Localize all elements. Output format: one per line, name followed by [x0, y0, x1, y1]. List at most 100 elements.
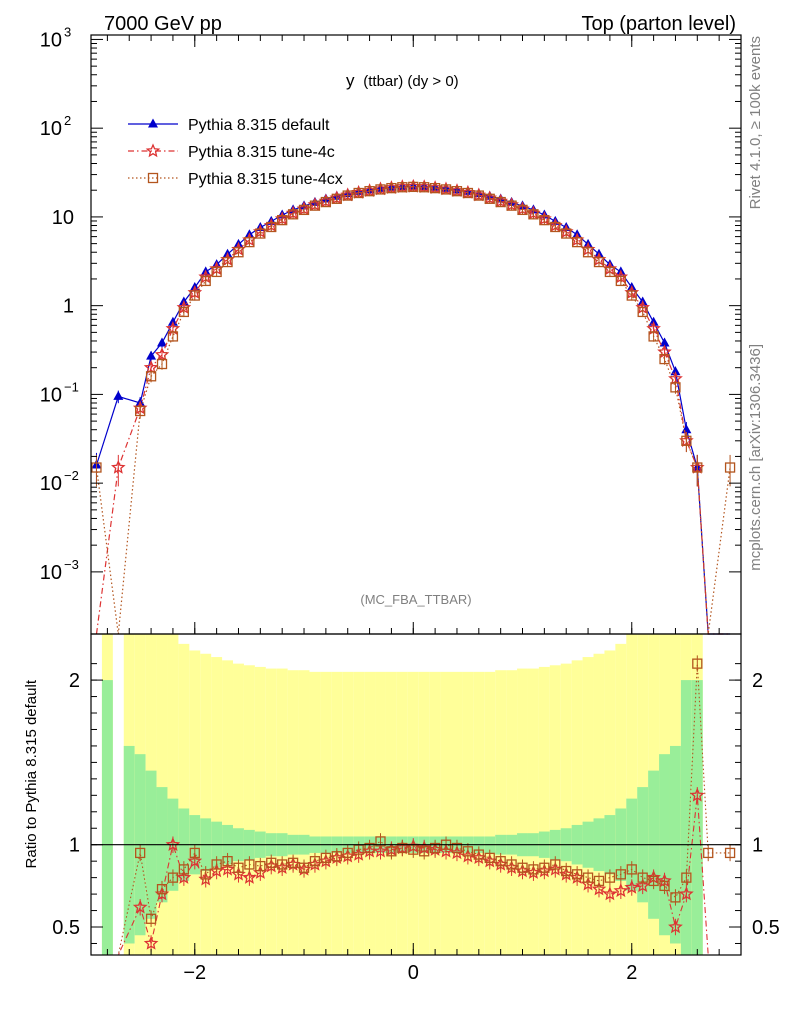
band-yellow [593, 653, 605, 955]
data-point [156, 358, 168, 370]
ratio-point [220, 861, 235, 876]
data-point [451, 186, 463, 197]
data-point [266, 221, 277, 233]
band-yellow [517, 668, 528, 955]
legend-marker-2 [147, 172, 159, 184]
data-point [550, 221, 561, 233]
title-y: y [346, 71, 355, 90]
ratio-tick-label-left: 1 [69, 835, 80, 857]
ratio-point [419, 846, 430, 857]
header-right: Top (parton level) [581, 13, 736, 35]
ratio-point [309, 856, 321, 867]
ratio-point [143, 935, 159, 950]
legend-label-1: Pythia 8.315 tune-4c [188, 144, 335, 161]
band-yellow [254, 666, 266, 955]
ratio-point [373, 843, 388, 858]
data-point [157, 337, 168, 347]
ratio-series-layer [96, 655, 736, 956]
ratio-tick-label-right: 1 [752, 835, 763, 857]
ratio-point [703, 847, 714, 859]
data-point [539, 214, 550, 226]
data-point [146, 350, 157, 360]
ratio-point [604, 872, 616, 883]
x-tick-label: 0 [408, 962, 419, 984]
ratio-point [298, 862, 310, 873]
band-yellow [604, 650, 616, 955]
data-point [320, 196, 332, 208]
band-yellow [200, 653, 212, 955]
band-yellow [429, 671, 441, 955]
ratio-point [178, 864, 190, 875]
data-point [648, 331, 659, 342]
data-point [582, 247, 594, 258]
ratio-point [176, 869, 192, 884]
band-green [691, 680, 703, 955]
data-point [637, 306, 648, 318]
ratio-point [320, 852, 332, 864]
ratio-point [386, 846, 397, 857]
ratio-point [724, 847, 736, 859]
ratio-point [331, 851, 342, 862]
data-point [659, 337, 670, 347]
ratio-point [167, 872, 179, 883]
mcplots-label: mcplots.cern.ch [arXiv:1306.3436] [747, 344, 764, 571]
ratio-ylabel: Ratio to Pythia 8.315 default [23, 679, 40, 868]
ratio-point [670, 892, 681, 903]
ratio-point [342, 847, 353, 859]
data-point [724, 462, 736, 473]
ratio-point [517, 862, 528, 873]
data-point [211, 266, 222, 278]
ratio-point [528, 864, 539, 875]
analysis-label: (MC_FBA_TTBAR) [360, 592, 471, 607]
data-point [135, 405, 146, 417]
ratio-point [135, 847, 146, 859]
band-yellow [233, 663, 244, 955]
y-tick-exponent: −2 [64, 468, 79, 483]
data-point [386, 182, 397, 194]
band-yellow [320, 671, 332, 955]
data-point [145, 371, 157, 382]
data-point [277, 214, 288, 226]
y-tick-label: 10 [40, 473, 62, 495]
data-point [495, 196, 506, 208]
ratio-point [506, 859, 517, 870]
legend-label-0: Pythia 8.315 default [188, 117, 330, 134]
data-point [506, 200, 517, 211]
band-yellow [462, 671, 474, 955]
ratio-point [156, 884, 168, 895]
band-yellow [527, 668, 539, 955]
band-yellow [265, 668, 277, 955]
data-point [397, 182, 408, 193]
y-tick-exponent: 2 [64, 113, 71, 128]
band-yellow [211, 657, 223, 955]
ratio-point [668, 919, 683, 934]
data-point [517, 204, 528, 216]
ratio-point [189, 847, 200, 859]
band-yellow [626, 634, 638, 955]
band-yellow [495, 670, 507, 955]
data-point [473, 190, 484, 201]
header-left: 7000 GeV pp [104, 13, 222, 35]
ratio-line-1 [96, 795, 731, 956]
ratio-point [591, 881, 607, 896]
ratio-point [244, 859, 255, 870]
rivet-label: Rivet 4.1.0, ≥ 100k events [747, 36, 764, 209]
main-series-layer [91, 178, 736, 635]
band-yellow [484, 671, 496, 955]
ratio-point [222, 856, 233, 867]
ratio-point [571, 869, 583, 880]
data-point [692, 462, 703, 473]
band-yellow [385, 671, 397, 955]
band-yellow [178, 643, 190, 955]
data-point [626, 290, 637, 301]
data-point [189, 290, 200, 301]
band-yellow [287, 670, 299, 955]
ratio-point [429, 842, 441, 854]
band-yellow [582, 657, 594, 955]
ratio-point [145, 913, 157, 924]
data-point [484, 193, 495, 204]
data-point [353, 187, 364, 199]
ratio-point [211, 859, 222, 870]
data-point [244, 236, 255, 248]
x-tick-label: −2 [183, 962, 206, 984]
